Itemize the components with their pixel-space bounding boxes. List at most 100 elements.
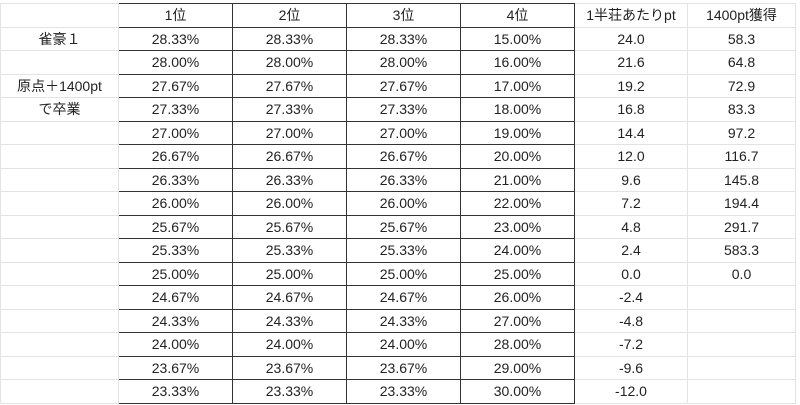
cell-rate-2nd[interactable]: 26.33%	[232, 167, 347, 192]
left-label-cell[interactable]	[0, 144, 119, 169]
cell-rate-4th[interactable]: 16.00%	[460, 50, 575, 75]
cell-rate-3rd[interactable]: 26.00%	[346, 191, 461, 216]
cell-rate-2nd[interactable]: 26.00%	[232, 191, 347, 216]
cell-rate-1st[interactable]: 25.67%	[118, 214, 233, 239]
left-label-cell[interactable]	[0, 214, 119, 239]
cell-rate-4th[interactable]: 27.00%	[460, 308, 575, 333]
cell-rate-2nd[interactable]: 23.33%	[232, 379, 347, 404]
cell-rate-2nd[interactable]: 24.67%	[232, 285, 347, 310]
cell-rate-1st[interactable]: 27.00%	[118, 120, 233, 145]
cell-games-to-1400pt[interactable]	[687, 285, 796, 310]
cell-games-to-1400pt[interactable]: 58.3	[687, 26, 796, 51]
cell-rate-2nd[interactable]: 24.00%	[232, 332, 347, 357]
cell-games-to-1400pt[interactable]	[687, 355, 796, 380]
cell-rate-4th[interactable]: 26.00%	[460, 285, 575, 310]
cell-rate-3rd[interactable]: 27.33%	[346, 97, 461, 122]
cell-rate-4th[interactable]: 24.00%	[460, 238, 575, 263]
cell-rate-2nd[interactable]: 27.67%	[232, 73, 347, 98]
cell-rate-1st[interactable]: 23.67%	[118, 355, 233, 380]
cell-rate-4th[interactable]: 19.00%	[460, 120, 575, 145]
cell-rate-4th[interactable]: 23.00%	[460, 214, 575, 239]
cell-rate-2nd[interactable]: 25.00%	[232, 261, 347, 286]
cell-rate-1st[interactable]: 24.33%	[118, 308, 233, 333]
cell-games-to-1400pt[interactable]	[687, 308, 796, 333]
cell-rate-3rd[interactable]: 26.67%	[346, 144, 461, 169]
cell-rate-1st[interactable]: 25.33%	[118, 238, 233, 263]
cell-games-to-1400pt[interactable]: 83.3	[687, 97, 796, 122]
left-label-cell[interactable]: 雀豪１	[0, 26, 119, 51]
cell-rate-1st[interactable]: 28.33%	[118, 26, 233, 51]
cell-rate-3rd[interactable]: 25.33%	[346, 238, 461, 263]
cell-pt-per-hanchan[interactable]: 19.2	[574, 73, 688, 98]
cell-rate-2nd[interactable]: 28.00%	[232, 50, 347, 75]
cell-rate-3rd[interactable]: 27.00%	[346, 120, 461, 145]
cell-rate-4th[interactable]: 17.00%	[460, 73, 575, 98]
left-label-cell[interactable]	[0, 379, 119, 404]
cell-rate-1st[interactable]: 25.00%	[118, 261, 233, 286]
header-games-to-1400pt[interactable]: 1400pt獲得	[687, 3, 796, 28]
left-label-cell[interactable]	[0, 238, 119, 263]
cell-rate-4th[interactable]: 18.00%	[460, 97, 575, 122]
cell-games-to-1400pt[interactable]: 97.2	[687, 120, 796, 145]
header-3rd[interactable]: 3位	[346, 3, 461, 28]
cell-games-to-1400pt[interactable]: 194.4	[687, 191, 796, 216]
left-label-cell[interactable]	[0, 308, 119, 333]
cell-rate-1st[interactable]: 28.00%	[118, 50, 233, 75]
header-2nd[interactable]: 2位	[232, 3, 347, 28]
cell-pt-per-hanchan[interactable]: -2.4	[574, 285, 688, 310]
cell-pt-per-hanchan[interactable]: 12.0	[574, 144, 688, 169]
cell-rate-3rd[interactable]: 23.33%	[346, 379, 461, 404]
cell-games-to-1400pt[interactable]: 0.0	[687, 261, 796, 286]
cell-rate-2nd[interactable]: 25.33%	[232, 238, 347, 263]
left-label-cell[interactable]	[0, 50, 119, 75]
cell-pt-per-hanchan[interactable]: -7.2	[574, 332, 688, 357]
cell-rate-4th[interactable]: 28.00%	[460, 332, 575, 357]
header-pt-per-hanchan[interactable]: 1半荘あたりpt	[574, 3, 688, 28]
cell-rate-4th[interactable]: 21.00%	[460, 167, 575, 192]
cell-rate-2nd[interactable]: 25.67%	[232, 214, 347, 239]
left-label-cell[interactable]: 原点＋1400pt	[0, 73, 119, 98]
cell-rate-2nd[interactable]: 23.67%	[232, 355, 347, 380]
left-label-cell[interactable]	[0, 167, 119, 192]
left-label-cell[interactable]: で卒業	[0, 97, 119, 122]
cell-games-to-1400pt[interactable]	[687, 379, 796, 404]
cell-rate-3rd[interactable]: 27.67%	[346, 73, 461, 98]
cell-rate-3rd[interactable]: 28.33%	[346, 26, 461, 51]
left-label-cell[interactable]	[0, 191, 119, 216]
cell-pt-per-hanchan[interactable]: 16.8	[574, 97, 688, 122]
header-1st[interactable]: 1位	[118, 3, 233, 28]
left-label-cell[interactable]	[0, 285, 119, 310]
cell-rate-4th[interactable]: 29.00%	[460, 355, 575, 380]
left-label-cell[interactable]	[0, 261, 119, 286]
cell-rate-1st[interactable]: 24.67%	[118, 285, 233, 310]
cell-pt-per-hanchan[interactable]: 2.4	[574, 238, 688, 263]
cell-pt-per-hanchan[interactable]: 4.8	[574, 214, 688, 239]
cell-pt-per-hanchan[interactable]: -4.8	[574, 308, 688, 333]
cell-pt-per-hanchan[interactable]: 0.0	[574, 261, 688, 286]
cell-games-to-1400pt[interactable]: 116.7	[687, 144, 796, 169]
cell-rate-3rd[interactable]: 28.00%	[346, 50, 461, 75]
cell-pt-per-hanchan[interactable]: 14.4	[574, 120, 688, 145]
cell-pt-per-hanchan[interactable]: 21.6	[574, 50, 688, 75]
cell-rate-2nd[interactable]: 27.33%	[232, 97, 347, 122]
cell-rate-3rd[interactable]: 25.00%	[346, 261, 461, 286]
cell-games-to-1400pt[interactable]: 64.8	[687, 50, 796, 75]
cell-rate-1st[interactable]: 26.67%	[118, 144, 233, 169]
left-label-cell[interactable]	[0, 355, 119, 380]
cell-rate-1st[interactable]: 26.00%	[118, 191, 233, 216]
cell-rate-2nd[interactable]: 28.33%	[232, 26, 347, 51]
cell-rate-3rd[interactable]: 26.33%	[346, 167, 461, 192]
cell-rate-4th[interactable]: 30.00%	[460, 379, 575, 404]
cell-rate-3rd[interactable]: 24.00%	[346, 332, 461, 357]
cell-rate-3rd[interactable]: 24.67%	[346, 285, 461, 310]
cell-games-to-1400pt[interactable]: 145.8	[687, 167, 796, 192]
cell-rate-2nd[interactable]: 24.33%	[232, 308, 347, 333]
cell-rate-4th[interactable]: 22.00%	[460, 191, 575, 216]
cell-rate-3rd[interactable]: 25.67%	[346, 214, 461, 239]
cell-rate-2nd[interactable]: 26.67%	[232, 144, 347, 169]
cell-games-to-1400pt[interactable]: 583.3	[687, 238, 796, 263]
cell-pt-per-hanchan[interactable]: 9.6	[574, 167, 688, 192]
cell-rate-4th[interactable]: 20.00%	[460, 144, 575, 169]
cell-empty[interactable]	[0, 3, 119, 28]
cell-rate-1st[interactable]: 24.00%	[118, 332, 233, 357]
